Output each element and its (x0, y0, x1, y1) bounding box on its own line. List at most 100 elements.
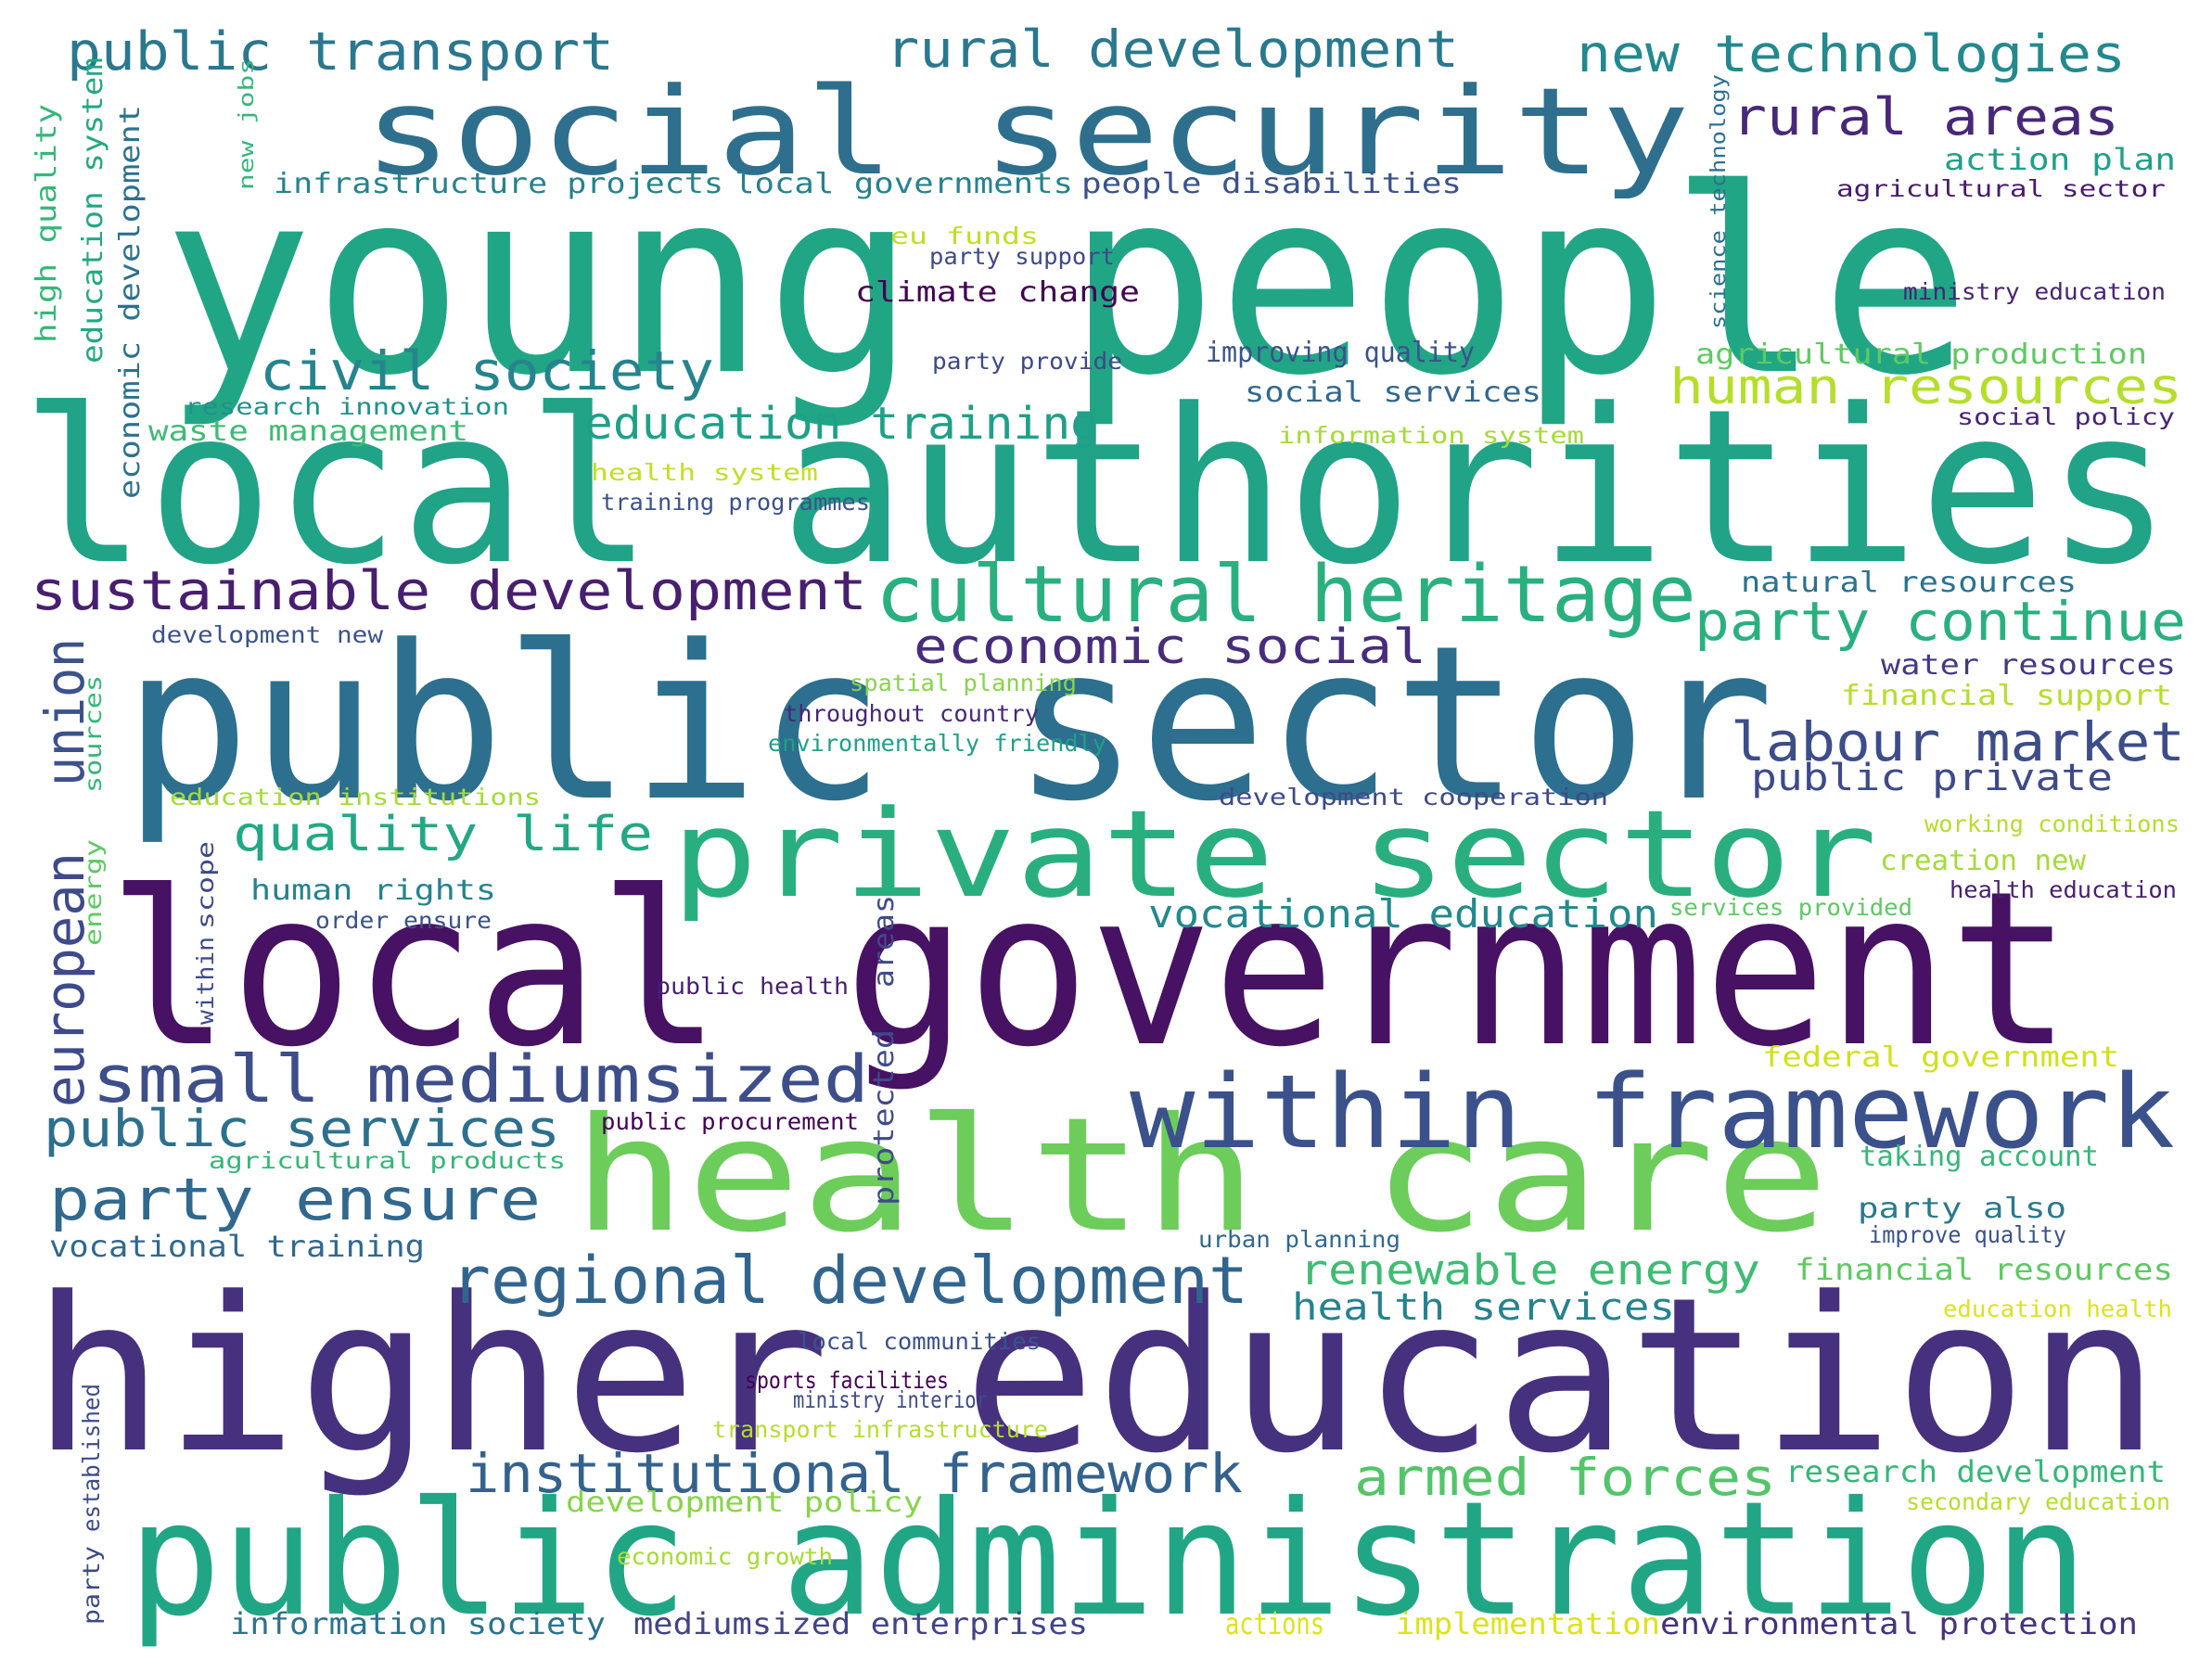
phrase-local-communities: local communities (798, 1328, 1041, 1355)
phrase-research-innovation: research innovation (185, 393, 509, 420)
phrase-action-plan: action plan (1944, 142, 2176, 177)
phrase-spatial-planning: spatial planning (850, 670, 1077, 696)
phrase-armed-forces: armed forces (1354, 1448, 1776, 1507)
phrase-public-sector: public sector (123, 601, 1774, 849)
phrase-creation-new: creation new (1880, 845, 2087, 877)
phrase-cultural-heritage: cultural heritage (876, 549, 1696, 641)
phrase-improving-quality: improving quality (1206, 337, 1475, 369)
phrase-implementation: implementation (1396, 1606, 1660, 1641)
phrase-public-health: public health (656, 973, 849, 1000)
phrase-within-framework: within framework (1130, 1053, 2175, 1171)
phrase-services-provided: services provided (1669, 894, 1912, 921)
phrase-public-transport: public transport (67, 21, 614, 83)
phrase-party-provide: party provide (932, 348, 1122, 375)
phrase-taking-account: taking account (1860, 1141, 2099, 1173)
phrase-education-institutions: education institutions (170, 784, 541, 810)
phrase-economic-social: economic social (914, 619, 1426, 675)
phrase-people-disabilities: people disabilities (1081, 168, 1462, 200)
phrase-public-private: public private (1751, 757, 2113, 799)
phrase-social-policy: social policy (1957, 403, 2175, 430)
phrase-civil-society: civil society (260, 339, 714, 402)
phrase-private-sector: private sector (671, 784, 1877, 925)
phrase-economic-growth: economic growth (617, 1543, 833, 1570)
phrase-human-rights: human rights (250, 874, 496, 907)
phrase-financial-resources: financial resources (1795, 1252, 2173, 1287)
phrase-vocational-education: vocational education (1148, 891, 1658, 937)
phrase-eu-funds: eu funds (890, 223, 1039, 249)
phrase-high-quality: high quality (31, 104, 63, 343)
phrase-information-system: information system (1278, 422, 1584, 449)
phrase-young-people: young people (162, 134, 1971, 431)
phrase-health-system: health system (591, 459, 818, 486)
phrase-waste-management: waste management (148, 415, 468, 448)
phrase-environmental-protection: environmental protection (1660, 1606, 2138, 1641)
phrase-party-ensure: party ensure (49, 1166, 541, 1233)
phrase-development-policy: development policy (566, 1487, 923, 1519)
phrase-scope: scope (192, 841, 219, 929)
phrase-local-government: local government (108, 847, 2072, 1094)
phrase-local-authorities: local authorities (20, 364, 2172, 612)
phrase-mediumsized-enterprises: mediumsized enterprises (633, 1606, 1088, 1641)
phrase-education-training: education training (584, 398, 1099, 450)
phrase-sports-facilities: sports facilities (745, 1367, 949, 1394)
phrase-new-jobs: new jobs (236, 58, 259, 190)
phrase-environmentally-friendly: environmentally friendly (768, 730, 1106, 757)
phrase-federal-government: federal government (1762, 1041, 2119, 1074)
phrase-agricultural-production: agricultural production (1695, 338, 2147, 371)
phrase-improve-quality: improve quality (1869, 1221, 2066, 1248)
phrase-protected: protected (868, 1029, 901, 1206)
phrase-development-cooperation: development cooperation (1219, 784, 1608, 810)
phrase-sustainable-development: sustainable development (31, 559, 867, 622)
phrase-throughout-country: throughout country (784, 700, 1039, 727)
phrase-health-care: health care (572, 1084, 1829, 1268)
phrase-party-support: party support (929, 243, 1115, 270)
phrase-transport-infrastructure: transport infrastructure (712, 1416, 1048, 1443)
phrase-european: european (33, 852, 96, 1107)
phrase-education-system: education system (77, 57, 109, 364)
phrase-ministry-education: ministry education (1903, 278, 2166, 305)
phrase-education-health: education health (1943, 1295, 2172, 1322)
phrase-training-programmes: training programmes (601, 489, 870, 516)
phrase-human-resources: human resources (1669, 359, 2182, 415)
phrase-health-education: health education (1950, 876, 2177, 903)
phrase-party-also: party also (1858, 1193, 2066, 1225)
phrase-rural-development: rural development (886, 19, 1459, 79)
phrase-social-security: social security (364, 61, 1690, 202)
phrase-vocational-training: vocational training (49, 1229, 425, 1264)
phrase-quality-life: quality life (233, 807, 653, 862)
phrase-rural-areas: rural areas (1732, 87, 2119, 147)
phrase-science-technology: science technology (1707, 74, 1731, 329)
phrase-climate-change: climate change (855, 276, 1140, 309)
phrase-ministry-interior: ministry interior (793, 1386, 988, 1413)
phrase-new-technologies: new technologies (1577, 24, 2126, 83)
phrase-information-society: information society (230, 1606, 606, 1641)
phrase-financial-support: financial support (1841, 680, 2172, 712)
phrase-party-continue: party continue (1694, 590, 2186, 653)
phrase-secondary-education: secondary education (1906, 1488, 2170, 1515)
phrase-health-services: health services (1292, 1286, 1675, 1329)
phrase-small-mediumsized: small mediumsized (92, 1041, 869, 1117)
phrase-labour-market: labour market (1731, 710, 2185, 773)
phrase-development-new: development new (151, 621, 384, 648)
phrase-institutional-framework: institutional framework (466, 1442, 1243, 1505)
phrase-party: party (78, 1546, 105, 1625)
phrase-public-administration: public administration (128, 1468, 2088, 1652)
phrase-public-procurement: public procurement (601, 1108, 859, 1135)
phrase-areas: areas (868, 895, 901, 988)
phrase-working-conditions: working conditions (1924, 810, 2180, 837)
phrase-agricultural-sector: agricultural sector (1836, 175, 2166, 202)
phrase-local-governments: local governments (735, 168, 1073, 200)
phrase-sources: sources (80, 675, 107, 793)
phrase-higher-education: higher education (32, 1253, 2160, 1500)
phrase-order-ensure: order ensure (315, 907, 492, 934)
phrase-within: within (192, 937, 219, 1025)
phrase-economic-development: economic development (114, 105, 147, 499)
phrase-infrastructure-projects: infrastructure projects (274, 168, 723, 200)
phrase-public-services: public services (44, 1099, 560, 1158)
phrase-established: established (78, 1384, 105, 1532)
phrase-renewable-energy: renewable energy (1299, 1245, 1760, 1295)
phrase-regional-development: regional development (451, 1243, 1248, 1319)
phrase-union: union (33, 638, 96, 786)
